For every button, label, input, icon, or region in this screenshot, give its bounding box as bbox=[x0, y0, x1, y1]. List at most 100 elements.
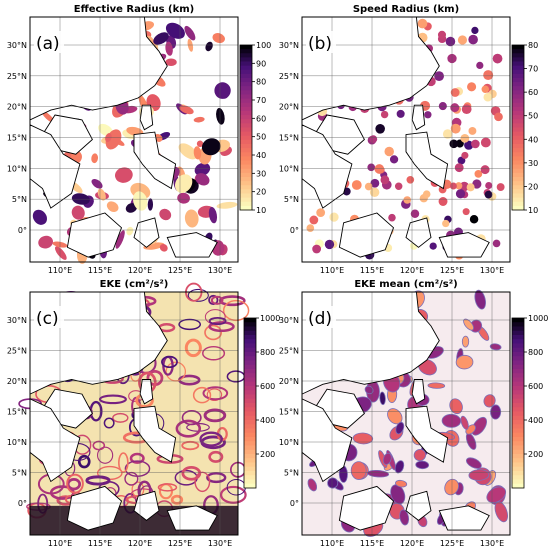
colorbar-step bbox=[512, 377, 524, 383]
colorbar-step bbox=[240, 189, 252, 194]
lon-tick-label: 120°E bbox=[400, 539, 424, 548]
land-polygon bbox=[438, 505, 490, 531]
eddy-circle bbox=[417, 18, 428, 29]
colorbar-step bbox=[512, 127, 524, 133]
eke-ring bbox=[157, 483, 178, 492]
lat-tick-label: 15°N bbox=[7, 408, 27, 417]
lon-tick-label: 115°E bbox=[360, 539, 384, 548]
map-frame bbox=[301, 16, 511, 263]
eddy-patch bbox=[193, 116, 205, 123]
land-polygon bbox=[166, 505, 218, 531]
land-polygon bbox=[29, 291, 168, 395]
eddy-circle bbox=[476, 61, 484, 69]
colorbar-step bbox=[512, 73, 524, 79]
colorbar-step bbox=[512, 181, 524, 186]
colorbar-step bbox=[512, 172, 524, 178]
colorbar-step bbox=[240, 49, 252, 54]
gridlines bbox=[30, 292, 238, 535]
eddy-patch bbox=[441, 413, 462, 428]
eddy-circle bbox=[442, 129, 453, 139]
eddy-patch bbox=[216, 201, 238, 209]
colorbar-step bbox=[512, 394, 524, 400]
panel-label: (c) bbox=[36, 309, 59, 329]
colorbar-step bbox=[512, 471, 524, 476]
eddy-patch bbox=[463, 318, 474, 331]
colorbar-tick-label: 60 bbox=[528, 88, 538, 97]
map-land bbox=[301, 291, 490, 531]
eddy-patch bbox=[471, 416, 488, 436]
colorbar-step bbox=[240, 94, 252, 100]
eddy-patch bbox=[32, 209, 47, 225]
colorbar-step bbox=[240, 148, 252, 153]
colorbar-step bbox=[512, 411, 524, 417]
eddy-circle bbox=[364, 182, 373, 191]
panel-title: Effective Radius (km) bbox=[74, 4, 194, 15]
eddy-patch bbox=[461, 335, 470, 348]
eddy-patch bbox=[159, 208, 172, 221]
eke-ring bbox=[181, 440, 200, 451]
colorbar-step bbox=[512, 483, 524, 489]
eddy-circle bbox=[464, 140, 474, 150]
lon-tick-label: 130°E bbox=[208, 266, 232, 275]
eddy-patch bbox=[125, 203, 138, 213]
lon-tick-label: 115°E bbox=[88, 539, 112, 548]
eddy-circle bbox=[437, 30, 447, 39]
eddy-circle bbox=[480, 137, 491, 148]
colorbar-step bbox=[240, 164, 252, 170]
eddy-circle bbox=[461, 104, 472, 115]
colorbar-tick-label: 100 bbox=[256, 41, 271, 50]
colorbar-step bbox=[240, 115, 252, 120]
lat-tick-label: 25°N bbox=[279, 347, 299, 356]
colorbar-step bbox=[240, 78, 252, 83]
lon-tick-label: 130°E bbox=[480, 539, 504, 548]
colorbar-tick-label: 40 bbox=[256, 151, 266, 160]
eddy-circle bbox=[466, 183, 475, 192]
eke-ring bbox=[208, 316, 227, 326]
colorbar-tick-label: 800 bbox=[528, 348, 543, 357]
colorbar-step bbox=[512, 326, 524, 332]
colorbar-step bbox=[244, 330, 256, 336]
colorbar-step bbox=[240, 57, 252, 62]
colorbar-step bbox=[512, 135, 524, 141]
eddy-circle bbox=[450, 103, 460, 113]
colorbar-step bbox=[512, 398, 524, 404]
eddy-circle bbox=[410, 209, 420, 218]
panel-d: 30°N 25°N 20°N 15°N 10°N 5°N 0° 110°E 115°E 120°E… bbox=[279, 279, 549, 548]
land-polygon bbox=[66, 485, 123, 531]
lat-tick-label: 30°N bbox=[7, 41, 27, 50]
eddy-patch bbox=[114, 167, 133, 183]
colorbar-tick-label: 70 bbox=[256, 96, 266, 105]
eke-ring bbox=[202, 386, 229, 401]
colorbar-step bbox=[244, 479, 256, 485]
eke-ring bbox=[178, 318, 202, 331]
colorbar-step bbox=[240, 197, 252, 203]
colorbar-step bbox=[240, 172, 252, 178]
lat-tick-label: 15°N bbox=[7, 134, 27, 143]
colorbar-step bbox=[512, 343, 524, 349]
eddy-patch bbox=[55, 246, 67, 260]
eddy-patch bbox=[196, 140, 204, 147]
land-polygon bbox=[139, 104, 154, 131]
eke-ring bbox=[187, 288, 209, 302]
eddy-patch bbox=[490, 404, 502, 420]
panel-label: (a) bbox=[36, 34, 60, 54]
lat-tick-label: 30°N bbox=[7, 316, 27, 325]
colorbar-step bbox=[240, 102, 252, 108]
colorbar-tick-label: 50 bbox=[256, 133, 266, 142]
land-polygon bbox=[438, 232, 490, 258]
colorbar-step bbox=[240, 205, 252, 211]
map-land bbox=[29, 16, 218, 258]
eddy-circle bbox=[434, 71, 444, 82]
eddy-patch bbox=[201, 138, 221, 156]
eddy-circle bbox=[461, 151, 469, 159]
eddy-patch bbox=[415, 460, 430, 470]
colorbar-step bbox=[244, 462, 256, 468]
eke-ring bbox=[203, 408, 227, 423]
eddy-patch bbox=[449, 398, 463, 415]
panel-a: 30°N 25°N 20°N 15°N 10°N 5°N 0° 110°E 115°E 120°E… bbox=[7, 4, 271, 275]
eke-ring bbox=[206, 388, 223, 402]
colorbar-step bbox=[512, 160, 524, 166]
colorbar-step bbox=[512, 424, 524, 429]
colorbar-step bbox=[240, 106, 252, 112]
colorbar-step bbox=[244, 441, 256, 446]
